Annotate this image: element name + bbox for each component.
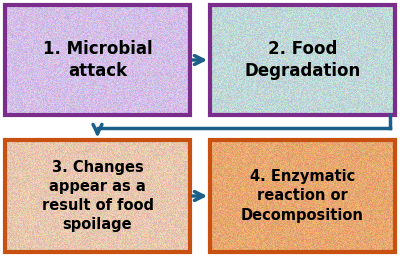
Text: 2. Food
Degradation: 2. Food Degradation bbox=[244, 40, 361, 80]
Text: 3. Changes
appear as a
result of food
spoilage: 3. Changes appear as a result of food sp… bbox=[42, 160, 154, 232]
Bar bbox=[5, 140, 190, 252]
Bar bbox=[5, 5, 190, 115]
Text: 4. Enzymatic
reaction or
Decomposition: 4. Enzymatic reaction or Decomposition bbox=[241, 169, 364, 223]
Bar bbox=[210, 140, 395, 252]
Text: 1. Microbial
attack: 1. Microbial attack bbox=[43, 40, 152, 80]
Bar bbox=[210, 5, 395, 115]
